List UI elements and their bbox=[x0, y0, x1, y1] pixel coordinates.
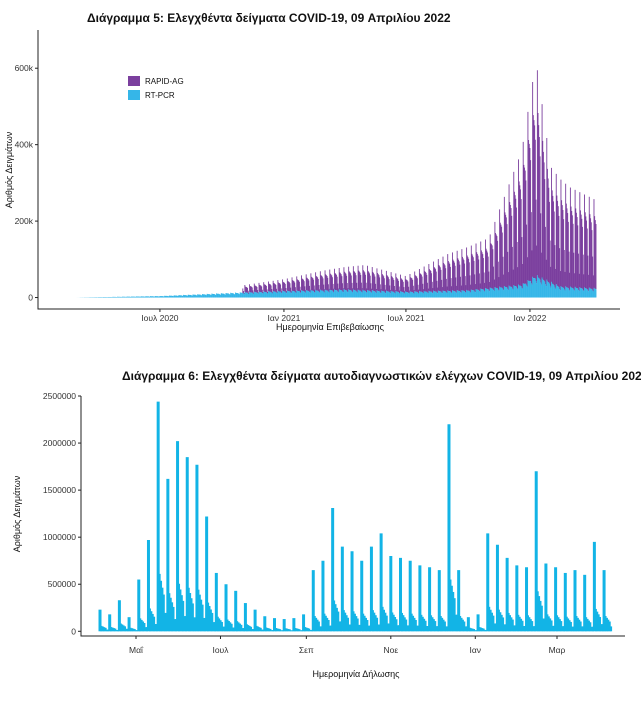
y-tick-label: 500000 bbox=[48, 579, 77, 589]
chart-6: Διάγραμμα 6: Ελεγχθέντα δείγματα αυτοδια… bbox=[12, 369, 641, 679]
y-tick-label: 2000000 bbox=[43, 438, 76, 448]
legend-label-rapid-ag: RAPID-AG bbox=[145, 77, 184, 86]
x-tick-label: Μαΐ bbox=[129, 645, 144, 655]
chart-5-x-axis-label: Ημερομηνία Επιβεβαίωσης bbox=[276, 322, 385, 332]
chart-6-plot-area bbox=[98, 401, 613, 632]
rapid-ag-bars bbox=[242, 70, 597, 295]
chart-5-legend: RAPID-AG RT-PCR bbox=[128, 76, 184, 100]
rt-pcr-bars bbox=[75, 275, 597, 298]
legend-swatch-rapid-ag bbox=[128, 76, 140, 86]
chart-5-y-ticks: 0 200k 400k 600k bbox=[15, 63, 38, 303]
x-tick-label: Μαρ bbox=[549, 645, 566, 655]
y-tick-label: 1000000 bbox=[43, 532, 76, 542]
chart-5-plot-area bbox=[75, 70, 597, 298]
y-tick-label: 0 bbox=[28, 293, 33, 303]
chart-6-title: Διάγραμμα 6: Ελεγχθέντα δείγματα αυτοδια… bbox=[122, 369, 641, 383]
y-tick-label: 1500000 bbox=[43, 485, 76, 495]
chart-5-x-ticks: Ιουλ 2020 Ιαν 2021 Ιουλ 2021 Ιαν 2022 bbox=[141, 309, 547, 323]
chart-6-axes bbox=[80, 396, 625, 637]
y-tick-label: 400k bbox=[15, 140, 34, 150]
x-tick-label: Σεπ bbox=[299, 645, 314, 655]
x-tick-label: Ιαν 2022 bbox=[514, 313, 547, 323]
x-tick-label: Ιαν bbox=[470, 645, 482, 655]
x-tick-label: Ιουλ 2020 bbox=[141, 313, 179, 323]
chart-6-x-axis-label: Ημερομηνία Δήλωσης bbox=[312, 669, 400, 679]
y-tick-label: 0 bbox=[71, 626, 76, 636]
legend-label-rt-pcr: RT-PCR bbox=[145, 91, 175, 100]
x-tick-label: Ιουλ bbox=[212, 645, 229, 655]
chart-5: Διάγραμμα 5: Ελεγχθέντα δείγματα COVID-1… bbox=[4, 11, 620, 332]
x-tick-label: Ιουλ 2021 bbox=[387, 313, 425, 323]
chart-6-x-ticks: Μαΐ Ιουλ Σεπ Νοε Ιαν Μαρ bbox=[129, 636, 566, 655]
x-tick-label: Ιαν 2021 bbox=[268, 313, 301, 323]
chart-6-y-ticks: 0 500000 1000000 1500000 2000000 2500000 bbox=[43, 391, 81, 636]
chart-5-y-axis-label: Αριθμός Δειγμάτων bbox=[4, 131, 14, 208]
chart-6-y-axis-label: Αριθμός Δειγμάτων bbox=[12, 475, 22, 552]
chart-5-title: Διάγραμμα 5: Ελεγχθέντα δείγματα COVID-1… bbox=[87, 11, 451, 25]
self-test-bars bbox=[98, 401, 613, 632]
legend-swatch-rt-pcr bbox=[128, 90, 140, 100]
x-tick-label: Νοε bbox=[383, 645, 398, 655]
y-tick-label: 200k bbox=[15, 216, 34, 226]
y-tick-label: 2500000 bbox=[43, 391, 76, 401]
chart-5-axes bbox=[37, 30, 620, 310]
y-tick-label: 600k bbox=[15, 63, 34, 73]
